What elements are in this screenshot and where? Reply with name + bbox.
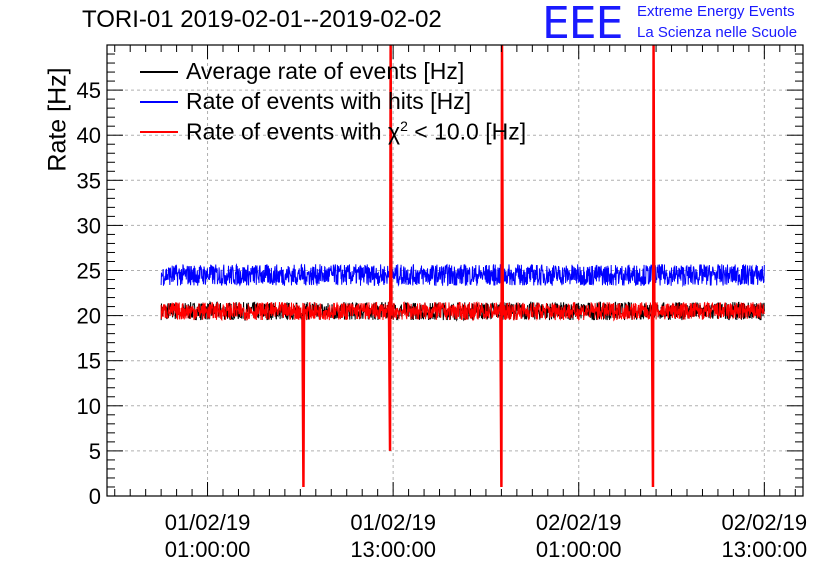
y-tick-label: 30 — [77, 213, 101, 238]
y-axis-label: Rate [Hz] — [43, 67, 72, 172]
legend-label-suffix: < 10.0 [Hz] — [407, 118, 527, 145]
x-tick-label-date: 02/02/19 — [722, 510, 808, 535]
x-tick-label-time: 13:00:00 — [350, 537, 436, 562]
y-tick-label: 25 — [77, 259, 101, 284]
series-hits-line — [160, 263, 765, 288]
series-spikes — [301, 44, 656, 487]
series-group — [160, 44, 765, 487]
legend-label: Rate of events with hits [Hz] — [186, 88, 472, 114]
legend-swatch-black — [140, 71, 178, 73]
y-tick-label: 40 — [77, 123, 101, 148]
legend-label: Average rate of events [Hz] — [186, 58, 465, 84]
series-chi2-line — [160, 301, 765, 322]
x-tick-label-date: 01/02/19 — [350, 510, 436, 535]
y-tick-label: 35 — [77, 168, 101, 193]
y-tick-label: 15 — [77, 349, 101, 374]
logo-text-line2: La Scienza nelle Scuole — [637, 24, 798, 41]
x-tick-label-time: 13:00:00 — [722, 537, 808, 562]
y-tick-label: 0 — [89, 484, 101, 509]
legend-label-prefix: Rate of events with χ — [186, 118, 401, 145]
y-tick-label: 45 — [77, 78, 101, 103]
x-tick-label-time: 01:00:00 — [165, 537, 251, 562]
legend-swatch-blue — [140, 101, 178, 103]
logo-text-line1: Extreme Energy Events — [637, 3, 795, 20]
x-tick-label-date: 02/02/19 — [536, 510, 622, 535]
axes: 05101520253035404501/02/1901:00:0001/02/… — [77, 44, 808, 562]
y-tick-label: 20 — [77, 304, 101, 329]
legend-swatch-red — [140, 131, 178, 133]
legend-label-sup: 2 — [400, 118, 408, 134]
eee-logo: EEE — [542, 0, 623, 49]
y-tick-label: 10 — [77, 394, 101, 419]
x-tick-label-time: 01:00:00 — [536, 537, 622, 562]
y-tick-label: 5 — [89, 439, 101, 464]
x-tick-label-date: 01/02/19 — [165, 510, 251, 535]
chart-title: TORI-01 2019-02-01--2019-02-02 — [82, 6, 442, 33]
legend-label: Rate of events with χ2 < 10.0 [Hz] — [186, 118, 526, 146]
